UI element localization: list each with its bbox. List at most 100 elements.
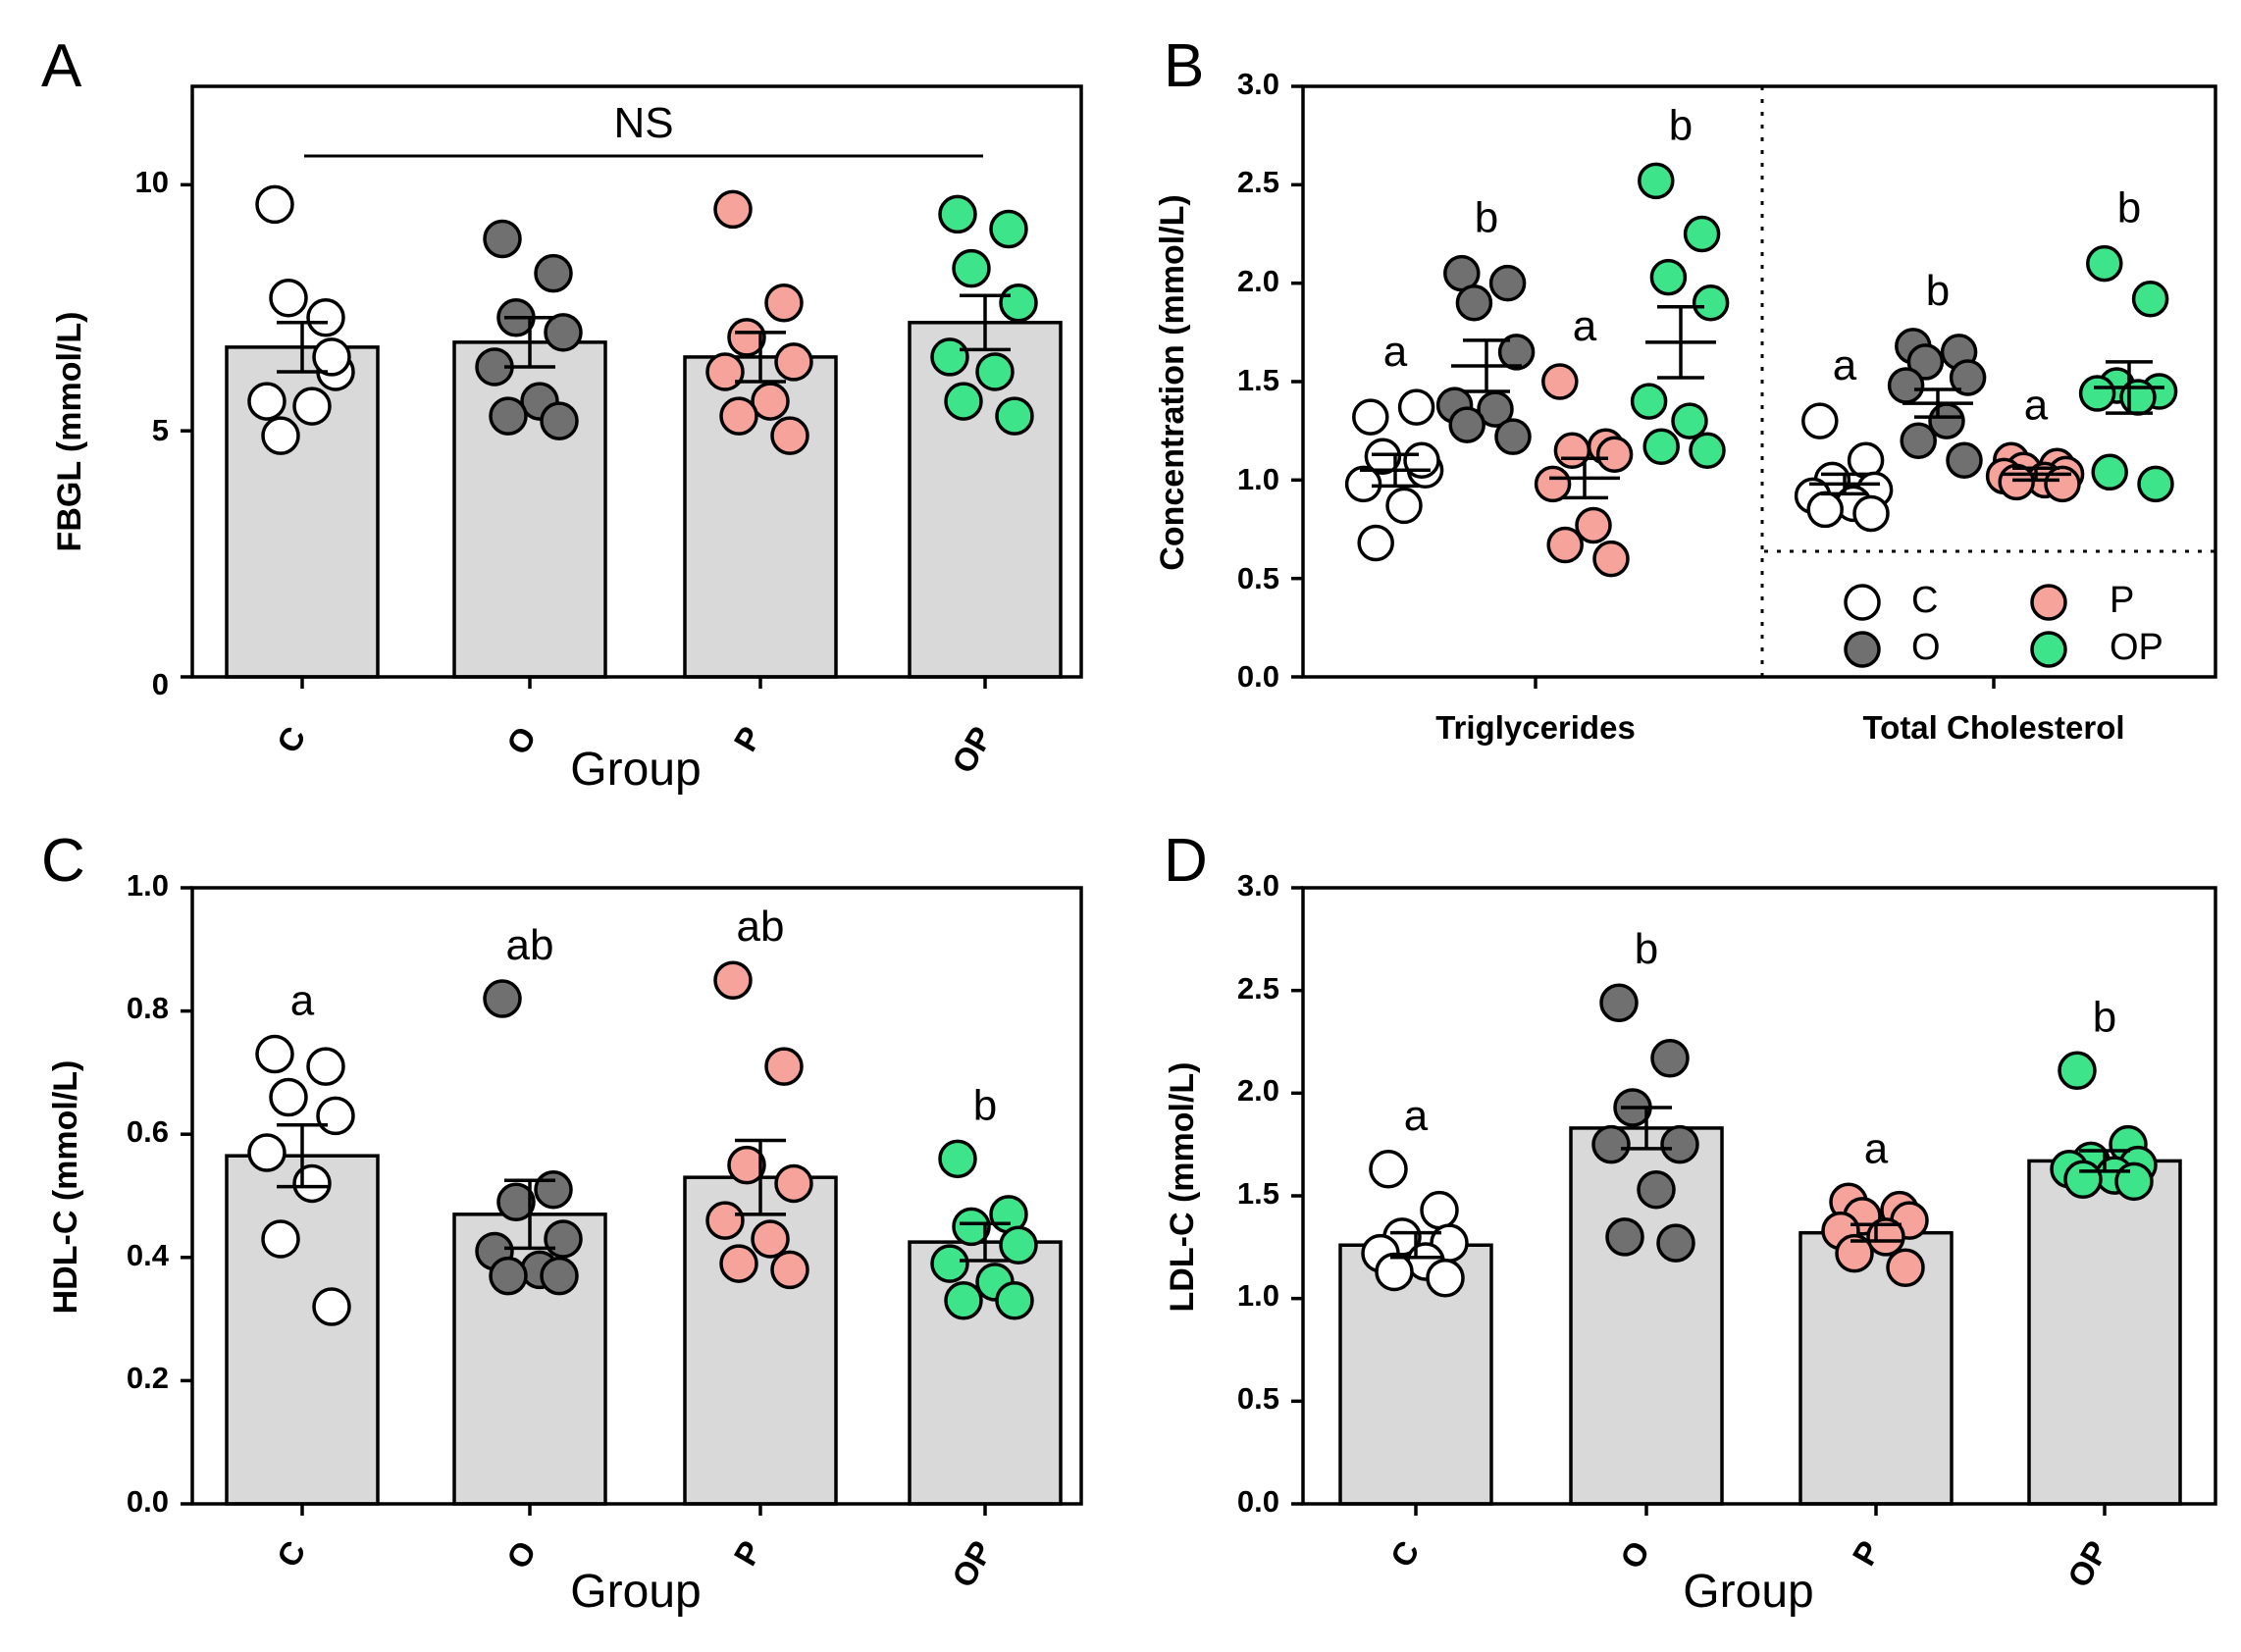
data-point-c	[1364, 438, 1402, 476]
data-point-c	[312, 1287, 351, 1326]
data-point-p	[727, 1145, 766, 1185]
data-point-o	[540, 1256, 579, 1296]
sig-letter-op: b	[2117, 184, 2141, 232]
legend-label-o: O	[1911, 627, 1941, 668]
y-tick-label-d-2: 1.0	[1237, 1278, 1279, 1313]
data-point-o	[544, 313, 583, 352]
data-point-c	[255, 1034, 294, 1074]
section-label-triglycerides: Triglycerides	[1435, 709, 1636, 746]
section-label-total-cholesterol: Total Cholesterol	[1862, 709, 2124, 746]
sig-letter-op: b	[1669, 101, 1693, 149]
sig-letter-p: a	[1573, 302, 1597, 350]
data-point-c	[292, 1163, 332, 1204]
data-point-o	[1455, 284, 1493, 322]
data-point-p	[770, 1250, 809, 1290]
data-point-p	[2044, 465, 2081, 503]
legend-label-op: OP	[2110, 627, 2163, 668]
y-tick-label-a-1: 5	[152, 413, 169, 447]
y-tick-label-a-0: 0	[152, 667, 169, 701]
x-tick-label-a-o: O	[499, 720, 544, 760]
data-point-c	[306, 298, 345, 337]
data-point-c	[1397, 388, 1435, 426]
legend-item-c: C	[1844, 580, 1938, 621]
data-point-o	[1887, 367, 1925, 404]
y-tick-label-c-3: 0.6	[127, 1114, 169, 1149]
data-point-p	[770, 416, 809, 455]
data-point-op	[1638, 162, 1675, 200]
data-point-c	[1426, 1258, 1465, 1298]
y-tick-labels-b: 0.0 0.5 1.0 1.5 2.0 2.5 3.0	[1237, 67, 1279, 694]
data-point-p	[1886, 1248, 1925, 1288]
sig-letter-o: ab	[506, 921, 554, 969]
y-tick-label-d-1: 0.5	[1237, 1381, 1279, 1416]
data-point-o	[483, 979, 522, 1018]
data-point-p	[705, 1201, 745, 1240]
data-point-p	[1541, 363, 1579, 400]
sig-letter-p: ab	[737, 903, 785, 951]
data-point-op	[2063, 1160, 2103, 1200]
y-tick-label-b-4: 2.0	[1237, 264, 1279, 298]
data-point-c	[306, 1047, 345, 1086]
data-point-o	[1494, 418, 1532, 455]
data-point-o	[544, 1219, 583, 1259]
sig-letter-c: a	[290, 977, 315, 1025]
x-tick-label-d-p: P	[1846, 1534, 1888, 1572]
y-tick-label-d-4: 2.0	[1237, 1073, 1279, 1108]
sig-letter-c: a	[1833, 341, 1857, 389]
data-point-c	[312, 337, 351, 377]
data-point-op	[1683, 215, 1721, 253]
data-point-o	[534, 253, 573, 293]
data-point-c	[1375, 1252, 1414, 1292]
data-point-p	[751, 1219, 790, 1259]
data-point-o	[1906, 343, 1945, 381]
data-point-p	[1595, 436, 1634, 473]
data-point-o	[1949, 359, 1987, 396]
data-point-op	[930, 1244, 969, 1283]
x-tick-label-a-c: C	[270, 720, 313, 758]
ns-label: NS	[613, 99, 673, 147]
legend-marker-op	[2030, 631, 2067, 668]
legend-label-c: C	[1911, 580, 1938, 621]
y-tick-label-c-0: 0.0	[127, 1484, 169, 1519]
data-point-o	[1599, 983, 1639, 1022]
data-point-op	[1692, 284, 1730, 322]
panel-letter-a: A	[41, 32, 82, 100]
x-tick-label-a-p: P	[727, 720, 769, 757]
sig-letter-o: b	[1475, 194, 1498, 242]
y-tick-label-b-0: 0.0	[1237, 659, 1279, 694]
legend-marker-p	[2030, 584, 2067, 621]
data-point-op	[2078, 375, 2116, 412]
data-point-p	[719, 396, 758, 436]
data-point-op	[975, 352, 1015, 391]
axes-frame	[190, 84, 1083, 679]
axes-frame	[1301, 84, 2217, 679]
data-point-p	[727, 318, 766, 357]
data-point-o	[1488, 264, 1527, 302]
bar-c	[225, 1154, 380, 1506]
data-point-op	[1630, 383, 1668, 420]
sig-letter-o: b	[1635, 925, 1658, 973]
data-point-c	[1403, 441, 1440, 480]
data-point-c	[1385, 487, 1423, 525]
legend-marker-c	[1844, 584, 1881, 621]
data-point-o	[483, 219, 522, 259]
data-point-o	[1900, 422, 1937, 459]
y-tick-label-c-1: 0.2	[127, 1361, 169, 1395]
data-point-op	[2137, 465, 2174, 503]
x-tick-label-d-o: O	[1613, 1534, 1657, 1575]
data-point-o	[496, 1182, 536, 1222]
x-tick-label-d-op: OP	[2060, 1534, 2115, 1593]
data-point-o	[1656, 1223, 1695, 1263]
data-point-op	[2058, 1051, 2097, 1091]
data-point-o	[1591, 1124, 1631, 1164]
data-point-p	[774, 1163, 813, 1204]
data-point-c	[1344, 465, 1382, 503]
y-tick-label-c-5: 1.0	[127, 868, 169, 903]
data-point-op	[999, 283, 1038, 323]
panel-b: B Concentration (mmol/L) 0.0 0.5 1.0 1.5…	[1154, 32, 2217, 746]
data-point-op	[2119, 379, 2157, 416]
bar-op	[2027, 1159, 2182, 1506]
data-point-c	[1352, 398, 1389, 436]
data-point-c	[247, 1133, 287, 1172]
